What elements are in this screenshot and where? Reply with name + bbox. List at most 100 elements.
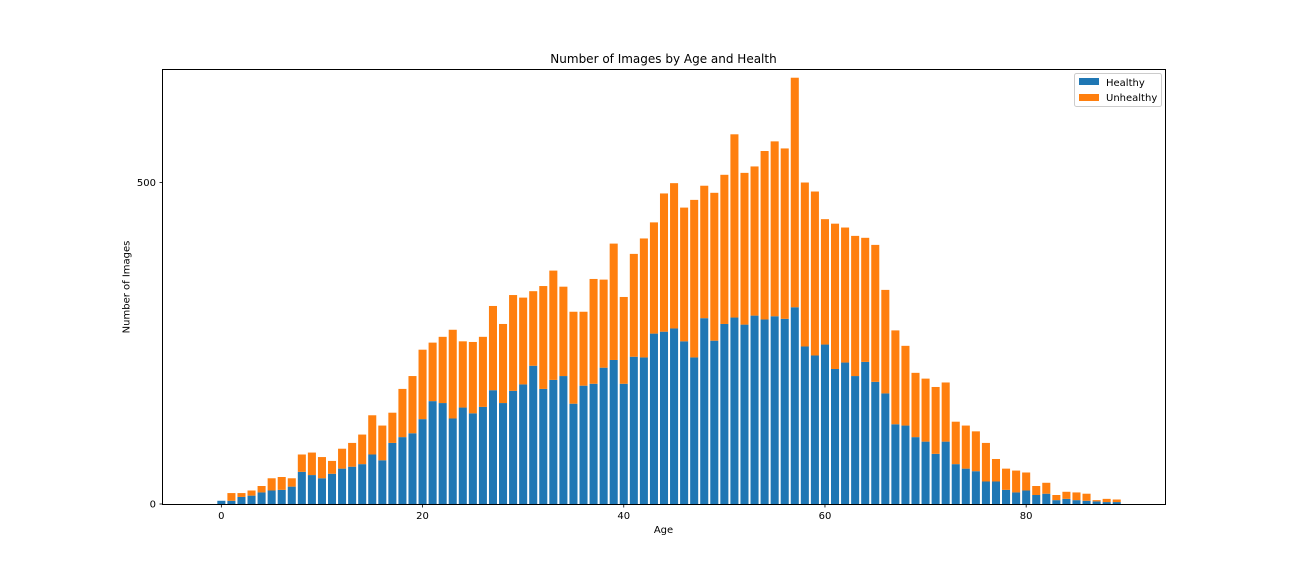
bar-unhealthy-87 — [1092, 500, 1101, 502]
legend-swatch-healthy — [1079, 78, 1099, 85]
bar-unhealthy-43 — [649, 222, 658, 334]
bar-healthy-80 — [1022, 490, 1031, 504]
bar-healthy-89 — [1112, 502, 1121, 504]
bar-unhealthy-7 — [287, 478, 296, 487]
bar-healthy-65 — [871, 381, 880, 504]
bar-unhealthy-27 — [488, 305, 497, 391]
bar-unhealthy-19 — [408, 376, 417, 434]
x-tick-label: 80 — [1020, 511, 1033, 522]
bar-healthy-53 — [750, 315, 759, 504]
bar-healthy-13 — [348, 466, 357, 504]
bar-unhealthy-20 — [418, 349, 427, 420]
bar-healthy-6 — [277, 489, 286, 504]
bar-healthy-67 — [891, 424, 900, 504]
bar-unhealthy-1 — [227, 493, 236, 501]
x-axis-ticks: 0 20 40 60 80 — [218, 504, 1033, 522]
bar-unhealthy-15 — [368, 415, 377, 455]
bar-healthy-62 — [841, 362, 850, 504]
bar-unhealthy-89 — [1112, 499, 1121, 503]
bar-unhealthy-28 — [499, 323, 508, 404]
bar-unhealthy-5 — [267, 478, 276, 491]
bar-healthy-55 — [770, 316, 779, 504]
bar-healthy-35 — [569, 403, 578, 504]
bar-unhealthy-75 — [971, 431, 980, 472]
bar-healthy-52 — [740, 324, 749, 504]
bar-healthy-29 — [509, 390, 518, 504]
bar-healthy-81 — [1032, 495, 1041, 504]
y-tick-label: 500 — [137, 178, 156, 189]
bar-healthy-82 — [1042, 493, 1051, 504]
bar-unhealthy-80 — [1022, 472, 1031, 491]
bar-unhealthy-48 — [700, 185, 709, 319]
bar-unhealthy-64 — [861, 237, 870, 362]
plot-frame — [162, 69, 1166, 505]
x-tick-label: 20 — [416, 511, 429, 522]
bar-healthy-8 — [297, 471, 306, 504]
bar-healthy-50 — [720, 323, 729, 504]
bar-unhealthy-25 — [468, 341, 477, 414]
bar-unhealthy-78 — [1002, 468, 1011, 490]
bar-healthy-19 — [408, 433, 417, 504]
bar-unhealthy-85 — [1072, 492, 1081, 501]
bar-healthy-63 — [851, 376, 860, 504]
bar-unhealthy-60 — [820, 219, 829, 345]
bar-healthy-0 — [217, 500, 226, 504]
bar-healthy-75 — [971, 471, 980, 504]
bar-healthy-7 — [287, 486, 296, 504]
bar-unhealthy-34 — [559, 286, 568, 377]
bar-healthy-48 — [700, 318, 709, 504]
bar-healthy-4 — [257, 492, 266, 504]
bar-unhealthy-58 — [800, 182, 809, 347]
bar-unhealthy-70 — [921, 378, 930, 442]
bar-healthy-22 — [438, 403, 447, 504]
bar-healthy-58 — [800, 346, 809, 504]
bar-unhealthy-11 — [327, 460, 337, 474]
bar-unhealthy-24 — [458, 341, 467, 408]
bar-healthy-28 — [499, 403, 508, 504]
bar-healthy-17 — [388, 442, 397, 504]
x-axis-label: Age — [654, 525, 673, 536]
bar-unhealthy-82 — [1042, 482, 1051, 494]
bar-healthy-70 — [921, 441, 930, 504]
bar-unhealthy-73 — [951, 421, 960, 465]
bar-unhealthy-61 — [831, 223, 840, 369]
bar-unhealthy-14 — [358, 434, 367, 465]
legend-label-unhealthy: Unhealthy — [1106, 93, 1157, 104]
bar-healthy-5 — [267, 490, 276, 504]
bar-healthy-88 — [1102, 502, 1111, 504]
bar-healthy-11 — [327, 473, 337, 504]
bar-unhealthy-42 — [639, 238, 648, 358]
x-tick-label: 40 — [617, 511, 630, 522]
bar-unhealthy-54 — [760, 151, 769, 320]
bar-unhealthy-46 — [680, 207, 689, 342]
bar-healthy-32 — [539, 388, 548, 504]
bar-healthy-15 — [368, 454, 377, 504]
bar-unhealthy-30 — [519, 297, 528, 385]
legend-swatch-unhealthy — [1079, 94, 1099, 101]
bar-healthy-49 — [710, 340, 719, 504]
bar-healthy-25 — [468, 413, 477, 504]
bar-healthy-71 — [931, 453, 940, 504]
bar-healthy-14 — [358, 464, 367, 504]
bar-unhealthy-31 — [529, 291, 538, 366]
bar-healthy-20 — [418, 419, 427, 504]
bar-unhealthy-50 — [720, 174, 729, 324]
bar-healthy-3 — [247, 495, 256, 504]
bar-unhealthy-84 — [1062, 491, 1071, 499]
bar-unhealthy-86 — [1082, 493, 1091, 501]
bar-unhealthy-45 — [670, 183, 679, 329]
bar-healthy-38 — [599, 367, 608, 504]
y-axis-ticks: 0 500 — [137, 178, 163, 511]
bar-unhealthy-40 — [619, 296, 628, 384]
bar-healthy-57 — [790, 307, 799, 504]
bar-unhealthy-63 — [851, 235, 860, 377]
bar-healthy-37 — [589, 383, 598, 504]
bar-unhealthy-4 — [257, 486, 266, 493]
bar-healthy-77 — [991, 481, 1001, 504]
bar-unhealthy-3 — [247, 490, 256, 496]
bar-healthy-72 — [941, 441, 950, 504]
bar-unhealthy-16 — [378, 425, 387, 461]
bar-unhealthy-71 — [931, 386, 940, 454]
bar-unhealthy-36 — [579, 311, 588, 386]
